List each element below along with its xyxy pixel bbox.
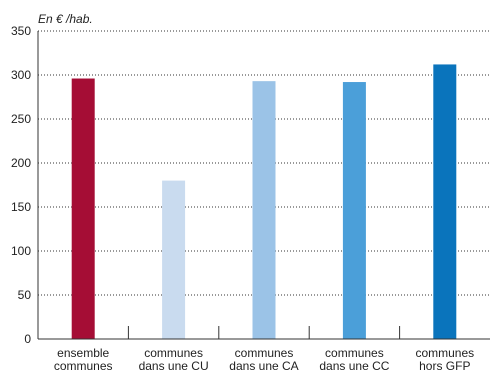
x-category-label: ensemble communes <box>54 346 113 373</box>
x-category-label: communes hors GFP <box>415 346 474 373</box>
bar <box>433 64 457 339</box>
y-tick-label: 350 <box>11 24 31 38</box>
bar <box>162 180 186 339</box>
y-unit-label: En € /hab. <box>38 12 93 26</box>
bars <box>71 64 457 340</box>
y-tick-label: 200 <box>11 156 31 170</box>
y-tick-label: 50 <box>18 288 32 302</box>
y-axis-ticks: 0 50 100 150 200 250 300 350 <box>11 24 39 346</box>
y-tick-label: 250 <box>11 112 31 126</box>
bar <box>71 78 95 340</box>
bar <box>252 81 276 339</box>
x-category-label: communes dans une CU <box>139 346 209 373</box>
category-labels: ensemble communes communes dans une CU commu… <box>54 346 474 373</box>
bar <box>342 82 366 339</box>
y-tick-label: 100 <box>11 244 31 258</box>
y-tick-label: 0 <box>24 332 31 346</box>
x-category-label: communes dans une CA <box>229 346 298 373</box>
y-tick-label: 150 <box>11 200 31 214</box>
x-axis <box>38 326 490 340</box>
x-category-label: communes dans une CC <box>319 346 389 373</box>
y-tick-label: 300 <box>11 68 31 82</box>
